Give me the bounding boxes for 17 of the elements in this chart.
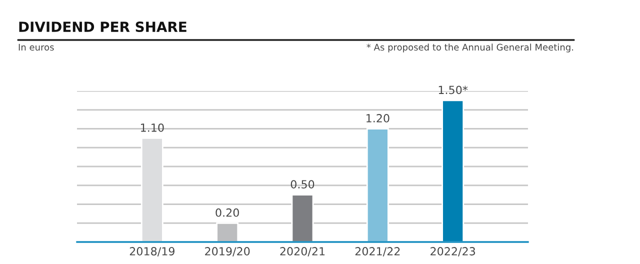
x-tick-label: 2018/19: [130, 247, 174, 256]
bar: [140, 137, 164, 242]
bar: [366, 128, 389, 242]
data-label: 1.50*: [438, 86, 468, 94]
text: * As proposed to the Annual General Meeting.: [366, 44, 574, 52]
data-label: 1.10: [141, 123, 164, 132]
chart-title: DIVIDEND PER SHARE: [19, 22, 186, 32]
chart-subtitle: In euros: [18, 44, 54, 51]
data-label: 0.50: [290, 180, 314, 188]
bar: [442, 100, 464, 242]
x-tick-label: 2020/21: [280, 247, 325, 256]
data-label: 0.20: [216, 208, 239, 217]
x-tick-label: 2022/23: [430, 247, 476, 256]
x-tick-label: 2021/22: [355, 247, 400, 256]
data-label: 1.20: [366, 114, 390, 122]
bar: [291, 194, 314, 242]
x-tick-label: 2019/20: [205, 247, 250, 256]
